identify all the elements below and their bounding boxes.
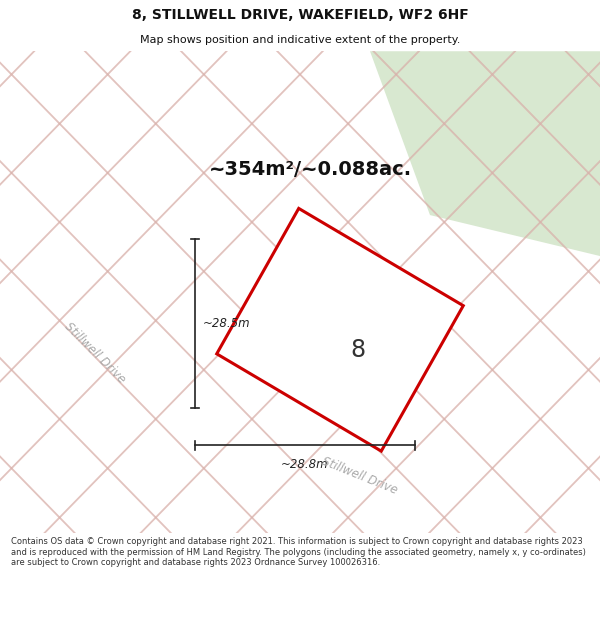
Polygon shape <box>370 51 600 256</box>
Text: ~354m²/~0.088ac.: ~354m²/~0.088ac. <box>208 159 412 179</box>
Polygon shape <box>217 208 463 451</box>
Text: Map shows position and indicative extent of the property.: Map shows position and indicative extent… <box>140 35 460 45</box>
Text: Stillwell Drive: Stillwell Drive <box>62 320 128 386</box>
Text: Stillwell Drive: Stillwell Drive <box>320 455 400 498</box>
Text: 8: 8 <box>350 338 365 362</box>
Text: ~28.8m: ~28.8m <box>281 458 329 471</box>
Text: 8, STILLWELL DRIVE, WAKEFIELD, WF2 6HF: 8, STILLWELL DRIVE, WAKEFIELD, WF2 6HF <box>131 8 469 22</box>
Text: ~28.5m: ~28.5m <box>203 317 251 329</box>
Text: Contains OS data © Crown copyright and database right 2021. This information is : Contains OS data © Crown copyright and d… <box>11 537 586 567</box>
